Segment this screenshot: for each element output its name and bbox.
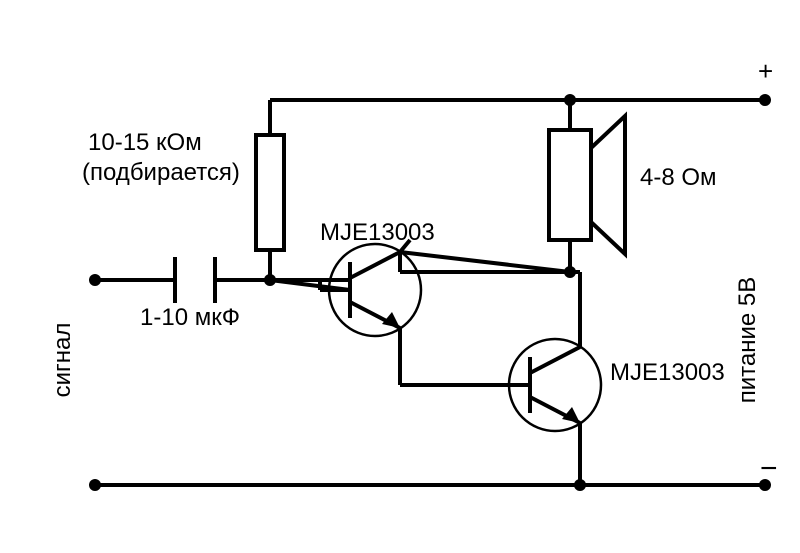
svg-text:+: + xyxy=(758,56,773,86)
svg-text:(подбирается): (подбирается) xyxy=(82,159,240,186)
svg-text:MJE13003: MJE13003 xyxy=(610,359,725,386)
svg-text:1-10 мкФ: 1-10 мкФ xyxy=(140,304,240,331)
svg-text:−: − xyxy=(760,452,778,485)
svg-text:сигнал: сигнал xyxy=(49,323,76,398)
svg-text:питание 5В: питание 5В xyxy=(734,277,761,404)
svg-text:MJE13003: MJE13003 xyxy=(320,219,435,246)
svg-text:10-15 кОм: 10-15 кОм xyxy=(88,129,202,156)
svg-text:4-8 Ом: 4-8 Ом xyxy=(640,164,717,191)
